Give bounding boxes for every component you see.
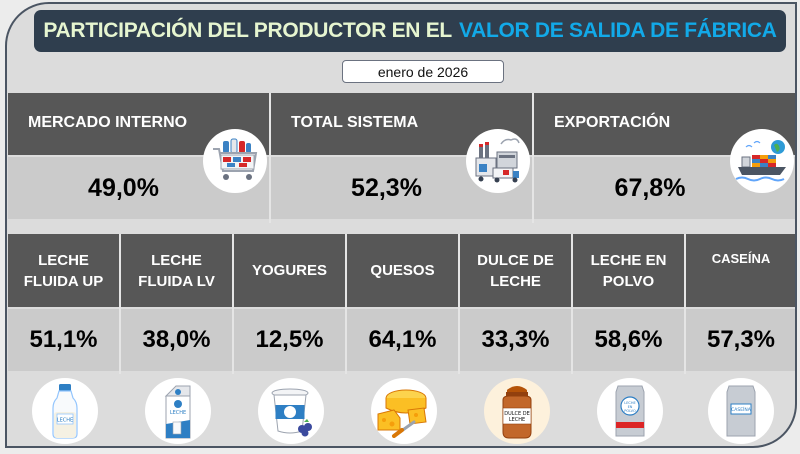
period-label: enero de 2026 [377, 63, 469, 80]
shopping-cart-icon [203, 129, 267, 193]
svg-text:POLVO: POLVO [624, 409, 636, 413]
kpi-mercado-interno: MERCADO INTERNO 49,0% [8, 93, 271, 223]
dashboard-frame: PARTICIPACIÓN DEL PRODUCTOR EN EL VALOR … [5, 2, 797, 448]
factory-icon [466, 129, 530, 193]
product-value: 38,0% [121, 309, 232, 371]
cheese-icon [370, 378, 437, 444]
svg-text:LECHE: LECHE [169, 410, 185, 416]
casein-bag-icon: CASEÍNA [708, 378, 774, 444]
svg-text:CASEÍNA: CASEÍNA [731, 406, 752, 413]
product-value: 51,1% [8, 309, 119, 371]
product-label: LECHE FLUIDA UP [8, 234, 119, 307]
period-selector[interactable]: enero de 2026 [342, 60, 504, 83]
title-banner: PARTICIPACIÓN DEL PRODUCTOR EN EL VALOR … [34, 10, 786, 52]
product-leche-en-polvo: LECHE EN POLVO 58,6% [573, 234, 686, 374]
product-value: 58,6% [573, 309, 684, 371]
kpi-total-sistema: TOTAL SISTEMA 52,3% [271, 93, 534, 223]
product-leche-fluida-lv: LECHE FLUIDA LV 38,0% [121, 234, 234, 374]
title-part-1: PARTICIPACIÓN DEL PRODUCTOR EN EL [43, 19, 452, 42]
product-label: LECHE EN POLVO [573, 234, 684, 307]
product-label: CASEÍNA [686, 234, 795, 307]
product-value: 64,1% [347, 309, 458, 371]
svg-text:LECHE: LECHE [624, 401, 635, 405]
milk-bottle-icon: LECHE [31, 378, 98, 444]
title-part-2: VALOR DE SALIDA DE FÁBRICA [458, 19, 777, 42]
product-leche-fluida-up: LECHE FLUIDA UP 51,1% [8, 234, 121, 374]
milk-carton-icon: LECHE [144, 378, 211, 444]
yogurt-cup-icon [257, 378, 324, 444]
cargo-ship-icon [730, 129, 794, 193]
products-table: LECHE FLUIDA UP 51,1% LECHE FLUIDA LV 38… [8, 234, 795, 374]
svg-text:DULCE DE: DULCE DE [504, 411, 530, 417]
product-quesos: QUESOS 64,1% [347, 234, 460, 374]
product-value: 57,3% [686, 309, 795, 371]
kpi-exportacion: EXPORTACIÓN 67,8% [534, 93, 795, 223]
kpi-label: EXPORTACIÓN [534, 93, 795, 155]
svg-text:EN: EN [627, 405, 632, 409]
product-label: DULCE DE LECHE [460, 234, 571, 307]
kpi-label: MERCADO INTERNO [8, 93, 269, 155]
product-label: YOGURES [234, 234, 345, 307]
product-value: 33,3% [460, 309, 571, 371]
product-caseina: CASEÍNA 57,3% [686, 234, 795, 374]
product-yogures: YOGURES 12,5% [234, 234, 347, 374]
svg-text:LECHE: LECHE [508, 417, 524, 423]
dulce-de-leche-jar-icon: DULCE DE LECHE [483, 378, 550, 444]
product-label: LECHE FLUIDA LV [121, 234, 232, 307]
powdered-milk-bag-icon: LECHE EN POLVO [596, 378, 663, 444]
product-value: 12,5% [234, 309, 345, 371]
product-dulce-de-leche: DULCE DE LECHE 33,3% [460, 234, 573, 374]
svg-text:LECHE: LECHE [56, 418, 72, 424]
product-icons-row: LECHE LECHE [8, 378, 795, 446]
product-label: QUESOS [347, 234, 458, 307]
kpi-row: MERCADO INTERNO 49,0% [8, 93, 795, 223]
